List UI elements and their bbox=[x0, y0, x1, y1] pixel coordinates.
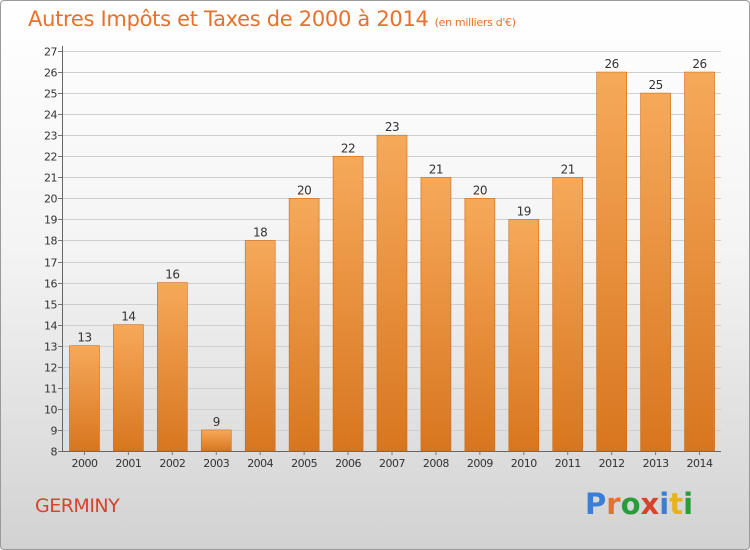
bar bbox=[288, 198, 320, 452]
bar bbox=[552, 177, 584, 452]
logo-letter: i bbox=[683, 487, 694, 521]
x-tick-label: 2008 bbox=[423, 457, 449, 470]
bar bbox=[596, 71, 627, 452]
bar bbox=[684, 71, 715, 452]
x-tick-label: 2011 bbox=[555, 457, 581, 470]
data-label: 20 bbox=[297, 183, 311, 197]
logo-letter: t bbox=[669, 487, 684, 521]
data-label: 20 bbox=[473, 183, 487, 197]
x-tick-label: 2012 bbox=[599, 457, 625, 470]
y-tick-label: 8 bbox=[51, 446, 58, 459]
bar bbox=[69, 345, 100, 452]
y-tick-label: 9 bbox=[51, 425, 58, 438]
y-tick-label: 12 bbox=[44, 362, 57, 375]
x-tick-label: 2006 bbox=[335, 457, 361, 470]
bar bbox=[244, 240, 276, 452]
bar bbox=[200, 429, 232, 452]
data-label: 14 bbox=[121, 310, 135, 324]
bars bbox=[69, 71, 715, 452]
data-label: 25 bbox=[648, 78, 662, 92]
x-tick-label: 2013 bbox=[643, 457, 669, 470]
y-tick-label: 11 bbox=[44, 383, 57, 396]
data-label: 26 bbox=[692, 57, 706, 71]
logo-letter: o bbox=[620, 487, 641, 521]
y-tick-label: 16 bbox=[44, 278, 57, 291]
y-tick-label: 10 bbox=[44, 404, 57, 417]
logo-letter: r bbox=[606, 487, 621, 521]
chart-title-unit: (en milliers d'€) bbox=[434, 16, 516, 29]
data-label: 26 bbox=[605, 57, 619, 71]
y-tick-label: 17 bbox=[44, 257, 57, 270]
bar bbox=[640, 92, 671, 452]
data-label: 13 bbox=[77, 331, 91, 345]
x-tick-label: 2000 bbox=[71, 457, 97, 470]
city-name: GERMINY bbox=[35, 495, 120, 517]
bar bbox=[157, 282, 188, 452]
y-tick-label: 15 bbox=[44, 299, 57, 312]
x-tick-label: 2001 bbox=[115, 457, 141, 470]
data-label: 18 bbox=[253, 225, 267, 239]
data-label: 21 bbox=[561, 162, 575, 176]
y-tick-label: 26 bbox=[44, 67, 57, 80]
y-tick-label: 13 bbox=[44, 341, 57, 354]
y-tick-label: 20 bbox=[44, 193, 57, 206]
y-tick-label: 23 bbox=[44, 130, 57, 143]
x-tick-label: 2007 bbox=[379, 457, 405, 470]
data-label: 16 bbox=[165, 268, 179, 282]
y-tick-label: 24 bbox=[44, 109, 57, 122]
x-tick-label: 2005 bbox=[291, 457, 317, 470]
bar bbox=[508, 219, 540, 452]
y-tick-label: 27 bbox=[44, 46, 57, 59]
logo-letter: x bbox=[640, 487, 660, 521]
bar bbox=[332, 155, 364, 452]
x-tick-label: 2014 bbox=[687, 457, 713, 470]
data-label: 19 bbox=[517, 204, 531, 218]
bar bbox=[464, 198, 496, 452]
bar bbox=[113, 324, 144, 452]
axes bbox=[58, 46, 721, 455]
x-tick-label: 2009 bbox=[467, 457, 493, 470]
data-label: 9 bbox=[213, 415, 220, 429]
y-tick-label: 18 bbox=[44, 235, 57, 248]
bar bbox=[376, 134, 408, 452]
y-tick-labels: 8 9 10 11 12 13 14 15 16 17 18 19 20 21 22 23 24 25 26 27 bbox=[44, 46, 58, 459]
logo-letter: i bbox=[659, 487, 670, 521]
bar bbox=[420, 177, 452, 452]
logo-letter: P bbox=[585, 487, 607, 521]
chart-title-text: Autres Impôts et Taxes de 2000 à 2014 bbox=[28, 7, 429, 31]
y-tick-label: 21 bbox=[44, 172, 57, 185]
chart-title: Autres Impôts et Taxes de 2000 à 2014 (en… bbox=[28, 7, 516, 31]
x-tick-label: 2003 bbox=[203, 457, 229, 470]
data-labels: 13 14 16 9 18 20 22 23 21 20 19 21 26 25 26 bbox=[77, 57, 707, 429]
y-tick-label: 22 bbox=[44, 151, 57, 164]
y-tick-label: 25 bbox=[44, 88, 57, 101]
x-tick-labels: 2000 2001 2002 2003 2004 2005 2006 2007 2008 2009… bbox=[71, 457, 713, 470]
y-tick-label: 19 bbox=[44, 214, 57, 227]
data-label: 21 bbox=[429, 162, 443, 176]
proxiti-logo[interactable]: Proxiti bbox=[585, 487, 693, 521]
x-tick-label: 2002 bbox=[159, 457, 185, 470]
data-label: 23 bbox=[385, 120, 399, 134]
y-tick-label: 14 bbox=[44, 320, 57, 333]
x-tick-label: 2010 bbox=[511, 457, 537, 470]
x-tick-label: 2004 bbox=[247, 457, 273, 470]
data-label: 22 bbox=[341, 141, 355, 155]
